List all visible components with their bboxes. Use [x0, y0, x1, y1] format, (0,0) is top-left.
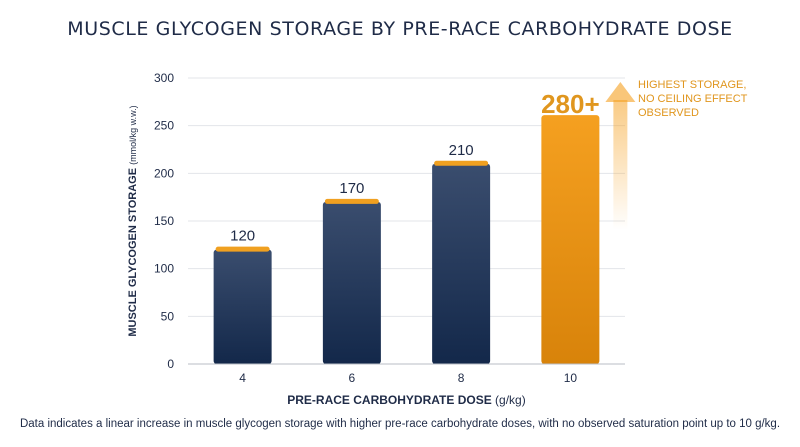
- chart-footnote: Data indicates a linear increase in musc…: [19, 418, 781, 430]
- y-tick-label: 50: [161, 309, 175, 323]
- annotation-line: OBSERVED: [638, 107, 699, 119]
- annotation-line: HIGHEST STORAGE,: [638, 79, 746, 91]
- bar-highlight: [541, 115, 600, 364]
- x-tick-label: 8: [458, 371, 465, 385]
- annotation-line: NO CEILING EFFECT: [638, 93, 748, 105]
- bar-cap: [324, 198, 379, 204]
- highlight-annotation: HIGHEST STORAGE, NO CEILING EFFECT OBSERVE…: [638, 79, 748, 119]
- data-label: 280+: [541, 89, 600, 119]
- bar: [322, 201, 381, 364]
- x-tick-label: 10: [564, 371, 578, 385]
- bar-cap: [215, 246, 270, 252]
- y-tick-label: 250: [154, 119, 174, 133]
- x-tick-label: 4: [239, 371, 246, 385]
- x-axis-title: PRE-RACE CARBOHYDRATE DOSE (g/kg): [287, 393, 525, 407]
- y-tick-label: 150: [154, 214, 174, 228]
- x-tick-label: 6: [349, 371, 356, 385]
- y-tick-label: 300: [154, 71, 174, 85]
- y-tick-label: 200: [154, 166, 174, 180]
- data-label: 210: [449, 142, 474, 159]
- trend-arrow-icon: [605, 82, 636, 102]
- y-axis-title-main: MUSCLE GLYCOGEN STORAGE: [127, 165, 139, 337]
- bar: [432, 163, 491, 364]
- data-label: 170: [339, 180, 364, 197]
- x-axis-title-main: PRE-RACE CARBOHYDRATE DOSE: [287, 393, 495, 407]
- trend-arrow-shaft: [613, 100, 628, 230]
- data-label: 120: [230, 228, 255, 245]
- bar: [213, 249, 272, 364]
- bar-cap: [434, 160, 489, 166]
- chart-title: MUSCLE GLYCOGEN STORAGE BY PRE-RACE CARB…: [67, 18, 733, 40]
- y-tick-label: 100: [154, 262, 174, 276]
- y-tick-label: 0: [167, 357, 174, 371]
- x-axis-title-unit: (g/kg): [495, 393, 526, 407]
- y-axis-title-unit: (mmol/kg w.w.): [128, 105, 138, 165]
- y-axis-title: MUSCLE GLYCOGEN STORAGE (mmol/kg w.w.): [127, 105, 139, 336]
